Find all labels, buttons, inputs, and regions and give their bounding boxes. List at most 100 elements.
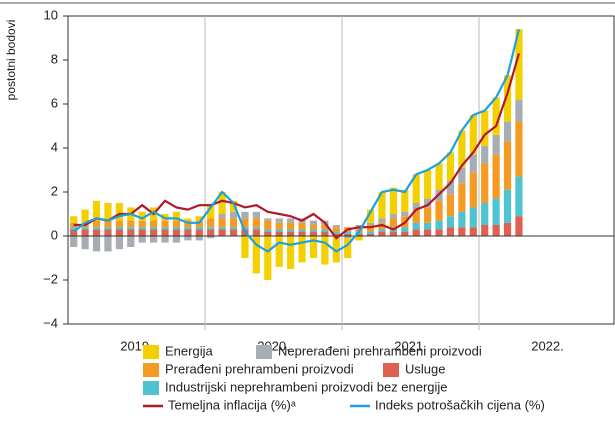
bar-segment bbox=[309, 231, 318, 236]
bar-segment bbox=[366, 233, 375, 236]
y-tick-label: −2 bbox=[43, 271, 58, 286]
bar-segment bbox=[446, 227, 455, 236]
bar-segment bbox=[412, 222, 420, 230]
line-series bbox=[73, 28, 521, 253]
plot-frame bbox=[67, 15, 615, 325]
bar-segment bbox=[435, 163, 443, 190]
bar-segment bbox=[115, 229, 123, 236]
bar-segment bbox=[150, 229, 158, 236]
bar-segment bbox=[172, 227, 181, 230]
bar-segment bbox=[184, 227, 192, 230]
bar-segment bbox=[469, 227, 477, 236]
legend-label: Industrijski neprehrambeni proizvodi bez… bbox=[165, 379, 448, 394]
legend-label: Energija bbox=[165, 343, 213, 358]
bar-segment bbox=[184, 236, 192, 241]
bar-segment bbox=[503, 189, 512, 223]
bar-segment bbox=[229, 211, 238, 219]
x-tick-label: 2022. bbox=[531, 338, 564, 353]
bar-segment bbox=[104, 220, 112, 228]
bar-segment bbox=[412, 203, 420, 210]
bar-segment bbox=[81, 209, 89, 223]
y-tick-label: 2 bbox=[51, 183, 58, 198]
y-axis-label: postotni bodovi bbox=[4, 20, 18, 101]
legend-swatch bbox=[143, 381, 159, 395]
bar-segment bbox=[70, 236, 78, 247]
bar-segment bbox=[378, 192, 386, 219]
bar-segment bbox=[264, 218, 272, 221]
bar-segment bbox=[287, 229, 295, 232]
bar-segment bbox=[469, 154, 477, 173]
bar-segment bbox=[229, 229, 238, 236]
legend-label: Usluge bbox=[405, 361, 445, 376]
bar-segment bbox=[389, 187, 397, 214]
bar-segment bbox=[389, 231, 397, 236]
bar-segment bbox=[344, 233, 352, 236]
legend-swatch bbox=[383, 363, 399, 377]
bar-segment bbox=[309, 229, 318, 232]
bar-segment bbox=[298, 229, 306, 232]
bar-segment bbox=[264, 220, 272, 230]
bar-segment bbox=[172, 220, 181, 228]
bar-segment bbox=[92, 236, 101, 252]
legend-label: Indeks potrošačkih cijena (%) bbox=[375, 397, 545, 412]
bar-segment bbox=[412, 229, 420, 236]
bar-segment bbox=[481, 110, 489, 146]
bar-segment bbox=[195, 216, 203, 221]
legend-swatch bbox=[143, 363, 159, 377]
bar-segment bbox=[309, 225, 318, 230]
bar-segment bbox=[264, 231, 272, 236]
bar-segment bbox=[366, 209, 375, 223]
bar-segment bbox=[195, 229, 203, 236]
bar-segment bbox=[321, 225, 329, 230]
bar-segment bbox=[195, 236, 203, 241]
bar-segment bbox=[481, 145, 489, 164]
bar-segment bbox=[424, 207, 432, 223]
bar-segment bbox=[378, 229, 386, 232]
bar-segment bbox=[412, 209, 420, 223]
bar-segment bbox=[207, 229, 215, 236]
bar-segment bbox=[309, 236, 318, 258]
bar-segment bbox=[104, 227, 112, 230]
bar-segment bbox=[184, 218, 192, 221]
bar-segment bbox=[229, 200, 238, 212]
bar-segment bbox=[515, 29, 523, 100]
bar-segment bbox=[150, 236, 158, 243]
bar-segment bbox=[446, 181, 455, 195]
bar-segment bbox=[366, 222, 375, 225]
bar-segment bbox=[252, 229, 260, 236]
y-tick-label: 10 bbox=[44, 7, 58, 22]
bar-segment bbox=[70, 229, 78, 236]
bar-segment bbox=[344, 238, 352, 258]
bar-segment bbox=[172, 229, 181, 236]
bar-segment bbox=[241, 227, 249, 230]
legend-swatch bbox=[143, 345, 159, 359]
bar-segment bbox=[92, 220, 101, 228]
bar-segment bbox=[172, 236, 181, 243]
bar-segment bbox=[424, 198, 432, 208]
bar-segment bbox=[332, 236, 340, 263]
bar-segment bbox=[492, 97, 500, 135]
bar-segment bbox=[218, 227, 226, 230]
bar-segment bbox=[70, 227, 78, 230]
bar-segment bbox=[241, 211, 249, 219]
bar-segment bbox=[252, 211, 260, 219]
bar-segment bbox=[207, 205, 215, 219]
bar-segment bbox=[138, 229, 146, 236]
bar-segment bbox=[401, 211, 409, 217]
bar-segment bbox=[241, 236, 249, 258]
bar-segment bbox=[184, 229, 192, 236]
bar-segment bbox=[150, 220, 158, 228]
bar-segment bbox=[446, 194, 455, 217]
bar-segment bbox=[446, 152, 455, 181]
line-series bbox=[73, 53, 521, 240]
bar-segment bbox=[515, 176, 523, 217]
bar-segment bbox=[241, 218, 249, 228]
y-tick-label: 8 bbox=[51, 51, 58, 66]
bar-segment bbox=[81, 227, 89, 230]
bar-segment bbox=[70, 216, 78, 223]
bar-segment bbox=[92, 229, 101, 236]
bar-segment bbox=[207, 236, 215, 239]
bar-segment bbox=[92, 200, 101, 221]
legend-label: Neprerađeni prehrambeni proizvodi bbox=[278, 343, 482, 358]
